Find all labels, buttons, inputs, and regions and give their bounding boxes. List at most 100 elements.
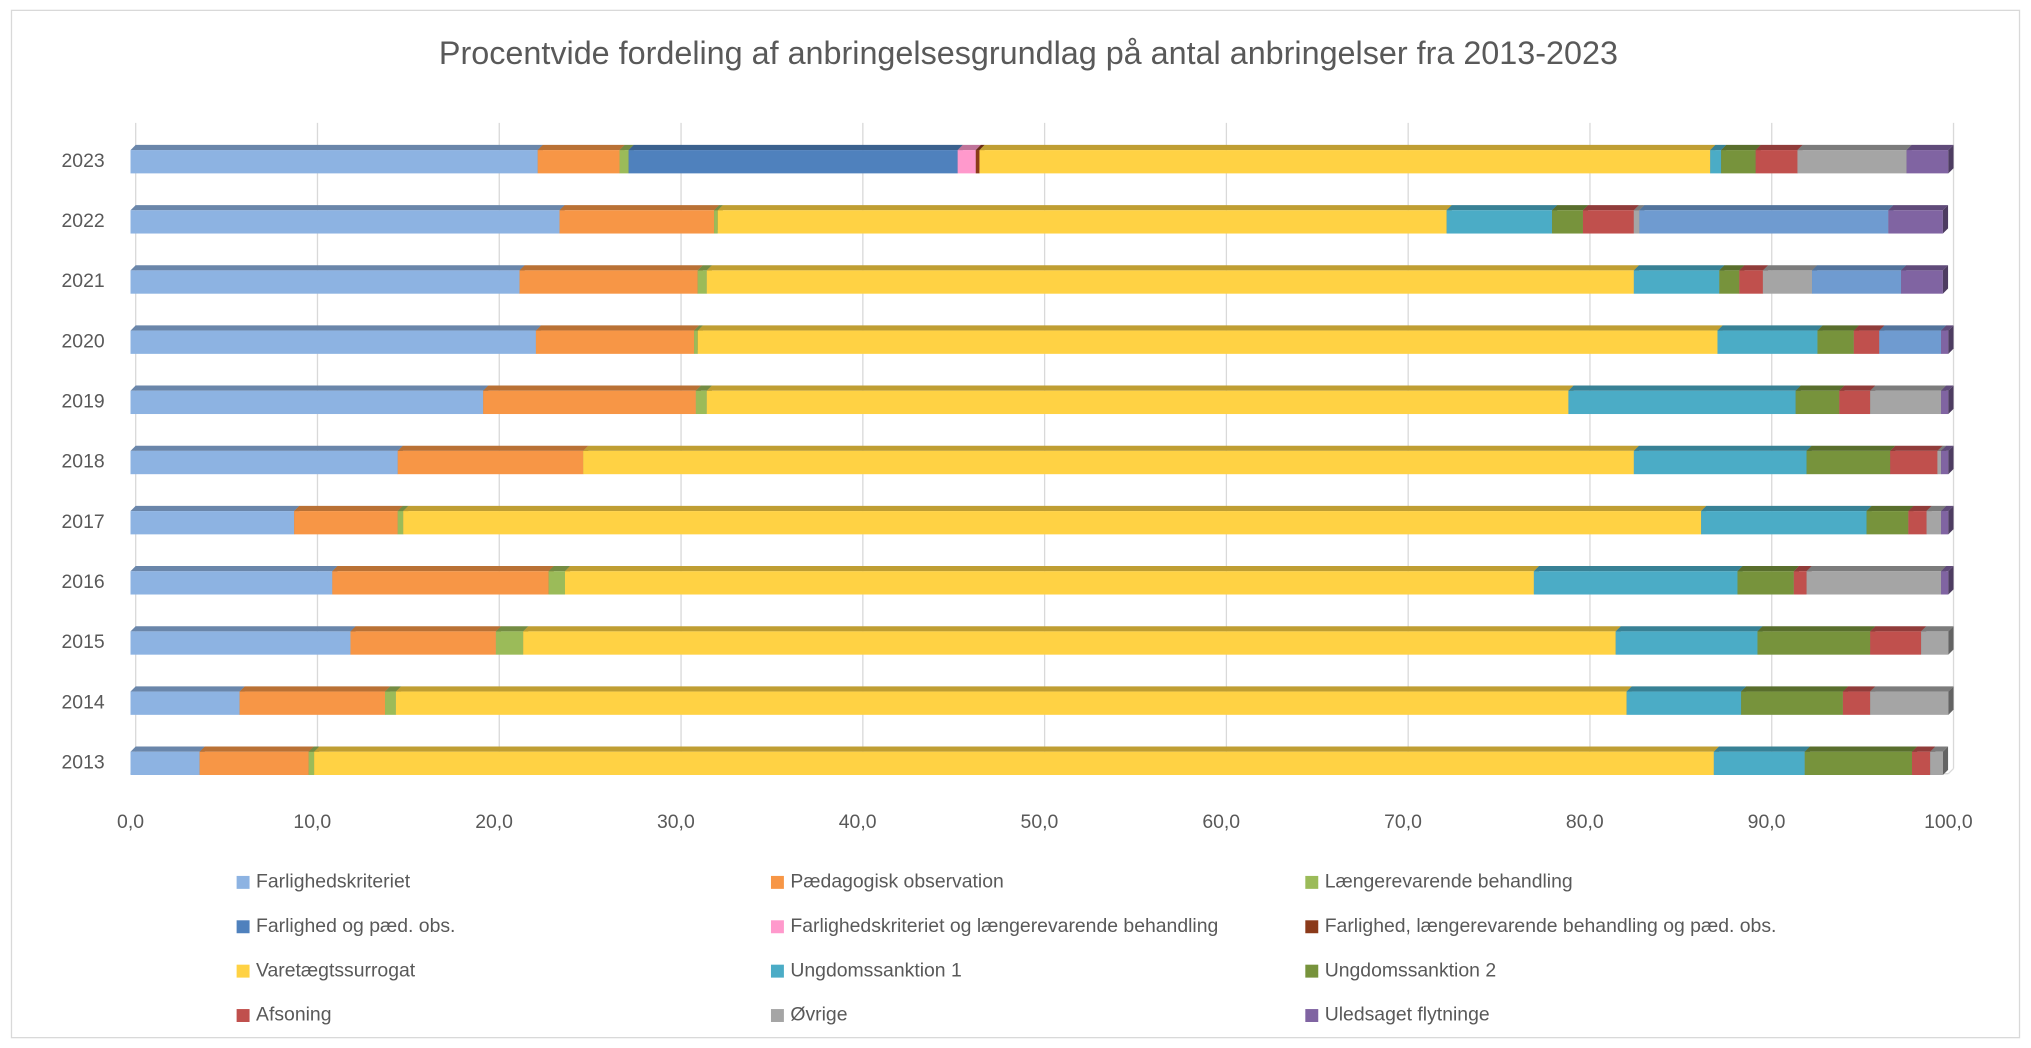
bar-segment	[1762, 265, 1818, 294]
bar	[308, 751, 315, 776]
bar-top	[706, 385, 1574, 391]
bar	[1717, 330, 1818, 354]
bar	[130, 150, 538, 174]
bar-segment	[1941, 566, 1954, 595]
bar-top	[1701, 505, 1872, 512]
bar-top	[1633, 265, 1725, 271]
bar-segment	[564, 566, 1540, 595]
grid-foot	[1947, 768, 1954, 775]
bar-top	[1853, 325, 1885, 331]
bar-top	[1795, 385, 1845, 391]
bar-side	[1948, 626, 1954, 655]
bar-top	[979, 144, 1716, 151]
x-tick-label: 70,0	[1384, 811, 1422, 833]
bar-segment	[1888, 205, 1949, 234]
legend-label: Varetægtssurrogat	[256, 959, 416, 981]
bar-top	[1866, 505, 1914, 512]
bar-segment	[979, 144, 1716, 174]
legend-swatch	[236, 964, 250, 978]
bar-top	[1755, 144, 1803, 151]
y-tick-label: 2017	[62, 511, 105, 533]
bar-segment	[1639, 205, 1894, 234]
bar	[332, 571, 549, 595]
bar	[350, 631, 496, 655]
bar-segment	[239, 686, 391, 715]
bar-segment	[1870, 385, 1947, 415]
legend-swatch	[236, 875, 250, 889]
y-tick-label: 2019	[62, 391, 105, 413]
bar-segment	[1626, 686, 1747, 715]
bar-segment	[537, 144, 625, 174]
bar-segment	[1890, 445, 1943, 475]
y-tick-label: 2022	[62, 210, 105, 232]
bar	[523, 631, 1616, 655]
bar	[1721, 150, 1756, 174]
bar	[395, 691, 1627, 715]
bar	[130, 751, 200, 776]
bar	[397, 511, 404, 535]
bar-top	[239, 686, 391, 692]
bar-side	[1942, 746, 1949, 776]
bar	[130, 210, 560, 234]
bar	[1921, 631, 1949, 655]
bar	[1755, 150, 1798, 174]
bar-segment	[130, 445, 403, 475]
bar	[1908, 511, 1927, 535]
bar-top	[1812, 265, 1907, 271]
bar-segment	[1941, 445, 1954, 475]
bar-top	[130, 505, 300, 512]
bar-top	[1757, 626, 1876, 632]
bar-top	[1937, 445, 1947, 451]
bar-segment	[1812, 265, 1907, 294]
bar-top	[1582, 205, 1640, 211]
bar	[979, 150, 1711, 174]
bar-side	[1948, 505, 1954, 535]
legend-swatch	[1305, 920, 1319, 934]
bar-segment	[1615, 626, 1763, 655]
bar-segment	[130, 144, 543, 174]
legend-label: Øvrige	[790, 1004, 847, 1026]
bar-side	[1948, 385, 1954, 415]
bar	[1941, 450, 1949, 475]
bar-top	[1446, 205, 1558, 211]
bar	[1762, 270, 1813, 294]
legend-swatch	[236, 920, 250, 934]
bar-segment	[1582, 205, 1640, 234]
bar	[1757, 631, 1871, 655]
bar-top	[1941, 325, 1954, 331]
bar-top	[1817, 325, 1859, 331]
bar	[697, 270, 707, 294]
bar	[1582, 210, 1634, 234]
legend-swatch	[770, 875, 784, 889]
bar-top	[130, 445, 403, 451]
bar-top	[1908, 505, 1932, 512]
legend-swatch	[770, 1009, 784, 1022]
bar	[1817, 330, 1854, 354]
bar-top	[199, 746, 314, 752]
bar-top	[1804, 746, 1918, 752]
bar-top	[314, 746, 1720, 752]
bar	[130, 511, 295, 535]
bar-segment	[483, 385, 702, 415]
bar	[1804, 751, 1912, 776]
bar	[1890, 450, 1938, 475]
bar-segment	[1941, 385, 1954, 415]
bar-top	[957, 144, 981, 151]
bar-top	[717, 205, 1452, 211]
bar	[1615, 631, 1758, 655]
y-tick-label: 2018	[62, 451, 105, 473]
bar-segment	[1717, 325, 1823, 354]
bar-segment	[1806, 566, 1947, 595]
bar	[1870, 631, 1922, 655]
bar-top	[583, 445, 1640, 451]
bar-top	[697, 325, 1723, 331]
bar-top	[1941, 385, 1954, 391]
bar	[1941, 511, 1949, 535]
bar-segment	[403, 505, 1707, 535]
bar	[1701, 511, 1867, 535]
bar	[619, 150, 629, 174]
bar-segment	[130, 325, 542, 354]
bar-segment	[1879, 325, 1947, 354]
